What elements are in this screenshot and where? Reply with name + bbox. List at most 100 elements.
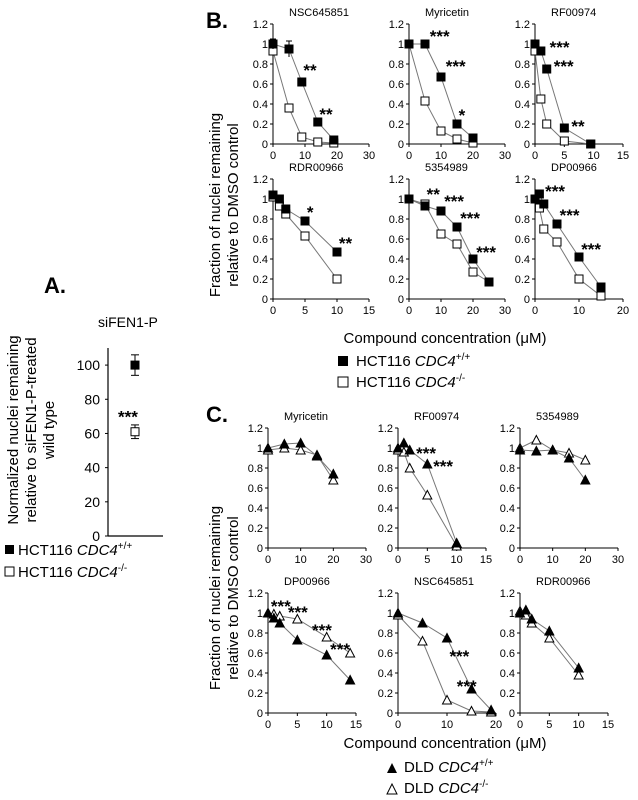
y-tick-label: 0 bbox=[509, 708, 515, 720]
data-point-wt bbox=[574, 252, 584, 262]
y-tick-label: 0.6 bbox=[248, 483, 263, 495]
data-point-wt bbox=[539, 199, 549, 209]
y-tick-label: 1.2 bbox=[378, 423, 393, 435]
y-tick-label: 1.2 bbox=[248, 423, 263, 435]
y-tick-label: 1 bbox=[398, 39, 404, 51]
y-tick-label: 0.4 bbox=[500, 503, 515, 515]
data-point-wt bbox=[514, 444, 526, 455]
x-tick-label: 10 bbox=[299, 150, 311, 162]
y-tick-label: 0 bbox=[398, 294, 404, 306]
y-tick-label: 0.8 bbox=[378, 628, 393, 640]
x-tick-label: 20 bbox=[579, 554, 591, 566]
x-tick-label: 20 bbox=[327, 554, 339, 566]
data-point-wt bbox=[332, 247, 342, 257]
data-point-wt bbox=[573, 662, 584, 673]
x-tick-label: 10 bbox=[295, 554, 307, 566]
y-tick-label: 0.4 bbox=[248, 503, 263, 515]
x-tick-label: 10 bbox=[435, 305, 447, 317]
y-tick-label: 1.2 bbox=[515, 19, 530, 31]
y-tick-label: 0.2 bbox=[253, 274, 268, 286]
y-tick-label: 0.2 bbox=[515, 119, 530, 131]
y-tick-label: 0.4 bbox=[389, 254, 404, 266]
data-point-wt bbox=[274, 617, 286, 628]
y-tick-label: 0 bbox=[524, 139, 530, 151]
data-point-ko bbox=[313, 137, 323, 147]
y-tick-label: 0.6 bbox=[378, 648, 393, 660]
y-tick-label: 1 bbox=[387, 443, 393, 455]
data-point-wt bbox=[466, 683, 477, 694]
data-point-wt bbox=[274, 194, 284, 204]
significance-annotation: ** bbox=[339, 234, 353, 253]
data-point-wt bbox=[268, 612, 280, 623]
chart-title: NSC645851 bbox=[289, 7, 349, 19]
data-point-wt bbox=[468, 254, 478, 264]
legend-b-wt-prefix: HCT116 bbox=[356, 353, 415, 370]
y-tick-label: 0 bbox=[387, 543, 393, 555]
significance-annotation: *** bbox=[446, 57, 466, 76]
y-tick-label: 0.2 bbox=[248, 523, 263, 535]
x-tick-label: 0 bbox=[395, 719, 401, 731]
data-point-wt bbox=[262, 607, 274, 618]
y-tick-label: 0.2 bbox=[389, 274, 404, 286]
legend-c-wt-sup: +/+ bbox=[479, 758, 494, 769]
y-tick-label: 1.2 bbox=[253, 19, 268, 31]
x-tick-label: 10 bbox=[331, 305, 343, 317]
significance-annotation: *** bbox=[550, 38, 570, 57]
x-tick-label: 0 bbox=[270, 150, 276, 162]
y-tick-label: 0.6 bbox=[500, 648, 515, 660]
legend-a-ko-prefix: HCT116 bbox=[18, 564, 77, 581]
significance-annotation: *** bbox=[118, 407, 138, 426]
data-point-wt bbox=[580, 474, 591, 485]
data-point-wt bbox=[552, 219, 562, 229]
y-tick-label: 0.8 bbox=[248, 463, 263, 475]
data-point-ko bbox=[292, 613, 303, 624]
legend-a-ko-label: HCT116 CDC4-/- bbox=[18, 563, 127, 581]
y-tick-label: 0.8 bbox=[515, 59, 530, 71]
chart-c-1: RF00974 0 0.2 0.4 0.6 0.8 1 1.2 0 5 10 15 ****** bbox=[378, 411, 492, 566]
y-tick-label: 0.2 bbox=[515, 274, 530, 286]
data-point-wt bbox=[398, 437, 410, 448]
significance-annotation: *** bbox=[545, 182, 565, 201]
significance-annotation: *** bbox=[581, 240, 601, 259]
significance-annotation: *** bbox=[430, 27, 450, 46]
chart-title: 5354989 bbox=[425, 162, 468, 174]
panel-c-xlabel: Compound concentration (μM) bbox=[344, 735, 547, 752]
x-tick-label: 0 bbox=[532, 150, 538, 162]
y-tick-label: 0.2 bbox=[248, 688, 263, 700]
data-point-ko bbox=[404, 462, 416, 473]
x-tick-label: 30 bbox=[499, 150, 511, 162]
data-point-wt bbox=[484, 277, 494, 287]
y-tick-label: 1 bbox=[509, 608, 515, 620]
data-point-wt bbox=[404, 39, 414, 49]
data-point-wt bbox=[392, 607, 404, 618]
data-point-ko bbox=[422, 489, 433, 500]
y-tick-label: 0.8 bbox=[253, 214, 268, 226]
x-tick-label: 10 bbox=[435, 150, 447, 162]
x-tick-label: 0 bbox=[395, 554, 401, 566]
data-point-wt bbox=[451, 537, 462, 548]
data-point-wt bbox=[544, 625, 555, 636]
x-tick-label: 30 bbox=[612, 554, 624, 566]
legend-a-open-square bbox=[4, 566, 15, 577]
panel-letter-a: A. bbox=[44, 273, 66, 298]
x-tick-label: 5 bbox=[561, 150, 567, 162]
x-tick-label: 5 bbox=[294, 719, 300, 731]
chart-title: RF00974 bbox=[551, 7, 596, 19]
y-tick-label: 0.8 bbox=[500, 463, 515, 475]
data-point-ko bbox=[321, 631, 332, 642]
legend-b-ko-gene: CDC4 bbox=[415, 374, 456, 391]
y-tick-label: 0.8 bbox=[389, 214, 404, 226]
y-tick-label: 0.2 bbox=[378, 688, 393, 700]
y-tick-label: 1 bbox=[524, 194, 530, 206]
y-tick-label: 40 bbox=[84, 460, 100, 476]
significance-annotation: *** bbox=[457, 677, 477, 696]
x-tick-label: 20 bbox=[617, 305, 629, 317]
chart-b-0: NSC645851 0 0.2 0.4 0.6 0.8 1 1.2 0 10 20 30 ** ** bbox=[253, 7, 375, 162]
y-tick-label: 0.8 bbox=[248, 628, 263, 640]
legend-a-wt-label: HCT116 CDC4+/+ bbox=[18, 541, 132, 559]
data-point-ko bbox=[536, 94, 546, 104]
data-point-wt bbox=[392, 442, 404, 453]
